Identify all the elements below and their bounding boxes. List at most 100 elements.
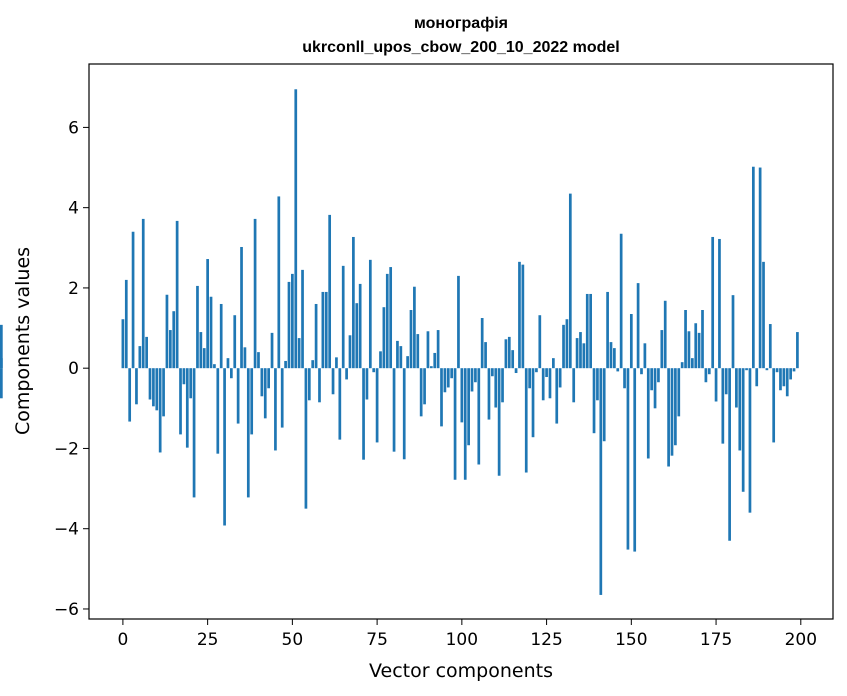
bar-106 [480,318,484,369]
bar-73 [368,259,372,369]
x-tick-label: 100 [446,630,478,650]
bar-82 [399,346,403,369]
bar-77 [382,307,386,369]
bar-141 [599,368,603,595]
bar-160 [663,300,667,369]
bar-76 [379,351,382,369]
bar-162 [670,368,674,456]
bar-57 [314,303,318,369]
bar-121 [531,368,535,438]
bar-67 [348,335,352,369]
bar-129 [558,368,562,388]
bar-194 [779,368,782,391]
y-tick-label: −4 [54,520,79,540]
bar-137 [585,293,589,369]
bar-128 [555,368,559,424]
bar-119 [524,368,528,473]
bar-36 [243,347,247,369]
bar-41 [260,368,264,397]
bar-177 [721,368,725,444]
bar-192 [772,368,776,443]
bar-37 [246,368,250,498]
bar-161 [667,368,670,467]
bar-103 [470,368,474,392]
bar-155 [646,368,650,459]
bar-48 [284,360,287,369]
bar-165 [680,362,684,369]
x-tick-label: 150 [615,630,647,650]
bar-59 [321,291,325,369]
x-tick-label: 25 [197,630,219,650]
bar-12 [162,368,165,417]
bar-117 [518,261,521,369]
bar-50 [291,273,294,369]
bar-169 [694,323,698,369]
bar-9 [152,368,155,407]
bar-72 [365,368,369,400]
bar-185 [748,368,752,513]
bar-71 [362,368,365,460]
bar-139 [592,368,596,434]
bar-27 [213,364,216,369]
bar-40 [257,352,260,369]
bar-182 [738,368,742,451]
x-axis-label: Vector components [369,660,553,682]
bar-164 [677,368,681,417]
bar-110 [494,368,498,408]
bar-70 [358,283,362,369]
bar-31 [226,358,230,369]
bar-44 [270,332,274,369]
bar-135 [579,332,582,369]
bar-132 [568,193,572,369]
bar-101 [463,368,467,480]
y-tick-label: 4 [68,199,79,219]
y-tick-label: −2 [54,439,79,459]
bar-126 [548,368,552,399]
bar-80 [392,368,396,452]
bar-113 [504,339,508,369]
bar-136 [582,343,586,369]
bar-95 [443,368,447,393]
bar-174 [711,236,715,369]
y-axis-label: Components values [12,247,34,435]
bar-87 [416,334,420,369]
x-tick-label: 125 [530,630,562,650]
y-axis-ticks: −6 −4 −2 0 2 4 6 [54,118,89,620]
bar-197 [789,368,792,380]
bar-45 [274,368,277,451]
bar-46 [277,196,281,369]
bars-group [0,89,799,595]
bar-88 [419,368,423,417]
bar-13 [165,294,169,369]
x-tick-label: 50 [282,630,304,650]
bar-18 [182,368,186,385]
bar-143 [606,291,609,369]
bar-32 [230,368,233,379]
bar-89 [423,368,426,405]
plot-frame [88,63,834,620]
bar-49 [287,281,291,369]
bar-42 [263,368,267,419]
bar-111 [497,368,501,476]
bar-10 [155,368,159,411]
bar-14 [168,330,172,369]
bar-180 [731,295,735,369]
bar-171 [701,310,704,369]
bar-52 [297,338,301,369]
bar-83 [402,368,406,460]
bar-91 [429,366,433,369]
bar-92 [433,352,437,369]
bar-108 [487,368,491,420]
bar-152 [636,283,640,369]
y-tick-label: 0 [68,359,79,379]
bar-3 [131,231,135,369]
bar-0 [121,319,125,369]
bar-195 [782,368,786,387]
bar-78 [385,273,389,369]
bar-134 [575,338,579,369]
bar-35 [240,246,243,369]
bar-16 [175,220,179,369]
bar-146 [616,368,620,372]
bar-115 [511,350,515,369]
bar-170 [697,332,701,369]
